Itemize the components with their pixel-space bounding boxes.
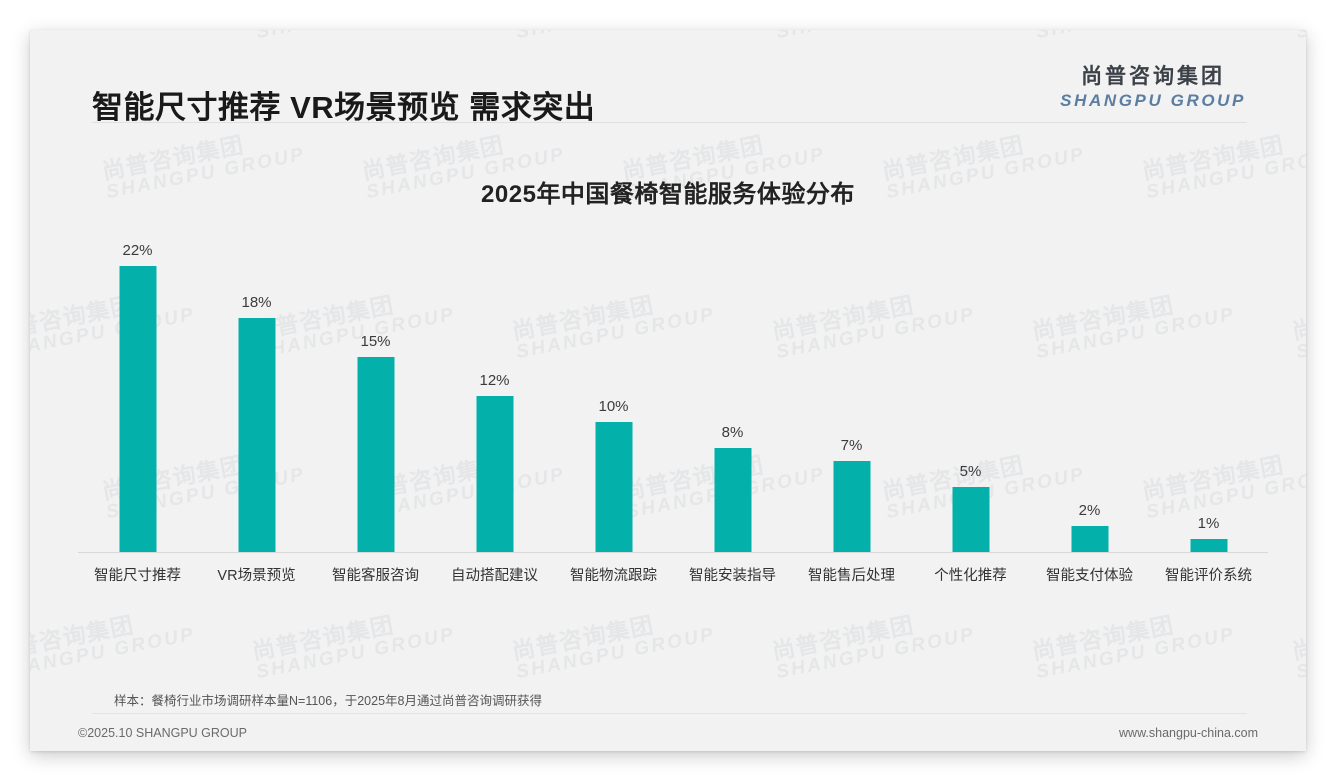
bar-slot: 18% xyxy=(197,240,316,552)
bar[interactable] xyxy=(238,318,275,552)
bar-slot: 15% xyxy=(316,240,435,552)
x-axis-tick-label: 智能尺寸推荐 xyxy=(94,568,181,584)
bar-wrap: 1% xyxy=(1149,240,1268,552)
x-axis-tick-label: 智能安装指导 xyxy=(689,568,776,584)
bar[interactable] xyxy=(476,396,513,552)
x-axis-tick-label: VR场景预览 xyxy=(217,568,296,584)
category-slot: 智能售后处理 xyxy=(792,30,911,630)
x-axis-tick-label: 智能支付体验 xyxy=(1046,568,1133,584)
bar[interactable] xyxy=(119,266,156,552)
brand-logo-en: SHANGPU GROUP xyxy=(1060,91,1246,110)
slide-canvas: 尚普咨询集团 SHANGPU GROUP 尚普咨询集团 SHANGPU GROUP 尚普… xyxy=(30,30,1306,751)
bar[interactable] xyxy=(1071,526,1108,552)
slide-header: 智能尺寸推荐 VR场景预览 需求突出 尚普咨询集团 SHANGPU GROUP xyxy=(30,30,1306,125)
bar-wrap: 5% xyxy=(911,240,1030,552)
bar-slot: 2% xyxy=(1030,240,1149,552)
header-divider xyxy=(92,122,1247,123)
x-axis-tick-label: 自动搭配建议 xyxy=(451,568,538,584)
bar-value-label: 22% xyxy=(122,242,153,259)
brand-logo: 尚普咨询集团 SHANGPU GROUP xyxy=(1060,66,1246,109)
bar-wrap: 12% xyxy=(435,240,554,552)
x-axis-line xyxy=(78,552,1268,553)
bar[interactable] xyxy=(714,448,751,552)
bar[interactable] xyxy=(1190,539,1227,552)
bar[interactable] xyxy=(357,357,394,552)
footer-divider xyxy=(92,713,1247,714)
x-axis-categories: 智能尺寸推荐 VR场景预览 智能客服咨询 自动搭配建议 智能物流跟踪 智能安装指导 智能售后… xyxy=(78,30,1268,630)
bar-wrap: 8% xyxy=(673,240,792,552)
bar-value-label: 1% xyxy=(1197,515,1220,532)
bar-value-label: 7% xyxy=(840,437,863,454)
chart-area: 2025年中国餐椅智能服务体验分布 22% 18% 15% 12% 10% 8% 7% 5% 2… xyxy=(30,30,1306,751)
x-axis-tick-label: 智能物流跟踪 xyxy=(570,568,657,584)
bar-slot: 8% xyxy=(673,240,792,552)
bar-slot: 12% xyxy=(435,240,554,552)
bar-value-label: 12% xyxy=(479,372,510,389)
x-axis-tick-label: 智能客服咨询 xyxy=(332,568,419,584)
brand-logo-cn: 尚普咨询集团 xyxy=(1081,65,1226,88)
bar[interactable] xyxy=(833,461,870,552)
bar-chart-plot: 22% 18% 15% 12% 10% 8% 7% 5% 2% 1% xyxy=(78,240,1268,552)
bar-slot: 5% xyxy=(911,240,1030,552)
bar-slot: 7% xyxy=(792,240,911,552)
category-slot: 智能物流跟踪 xyxy=(554,30,673,630)
bar-slot: 22% xyxy=(78,240,197,552)
bar-wrap: 22% xyxy=(78,240,197,552)
category-slot: 智能支付体验 xyxy=(1030,30,1149,630)
bar-value-label: 5% xyxy=(959,463,982,480)
source-note-box: 样本：餐椅行业市场调研样本量N=1106，于2025年8月通过尚普咨询调研获得 xyxy=(92,678,612,720)
x-axis-tick-label: 智能售后处理 xyxy=(808,568,895,584)
bar-wrap: 10% xyxy=(554,240,673,552)
bar-value-label: 18% xyxy=(241,294,272,311)
bar-wrap: 15% xyxy=(316,240,435,552)
category-slot: VR场景预览 xyxy=(197,30,316,630)
bar[interactable] xyxy=(952,487,989,552)
bar-wrap: 7% xyxy=(792,240,911,552)
chart-title: 2025年中国餐椅智能服务体验分布 xyxy=(481,181,855,208)
x-axis-tick-label: 个性化推荐 xyxy=(934,568,1007,584)
category-slot: 个性化推荐 xyxy=(911,30,1030,630)
source-note: 样本：餐椅行业市场调研样本量N=1106，于2025年8月通过尚普咨询调研获得 xyxy=(114,694,542,708)
category-slot: 智能安装指导 xyxy=(673,30,792,630)
bar-value-label: 2% xyxy=(1078,502,1101,519)
category-slot: 智能客服咨询 xyxy=(316,30,435,630)
bar-value-label: 8% xyxy=(721,424,744,441)
category-slot: 智能尺寸推荐 xyxy=(78,30,197,630)
footer-website[interactable]: www.shangpu-china.com xyxy=(1119,726,1258,740)
page-title: 智能尺寸推荐 VR场景预览 需求突出 xyxy=(92,90,596,125)
bar-wrap: 2% xyxy=(1030,240,1149,552)
footer-copyright: ©2025.10 SHANGPU GROUP xyxy=(78,726,247,740)
category-slot: 智能评价系统 xyxy=(1149,30,1268,630)
bar[interactable] xyxy=(595,422,632,552)
bar-value-label: 10% xyxy=(598,398,629,415)
bar-value-label: 15% xyxy=(360,333,391,350)
slide-footer: ©2025.10 SHANGPU GROUP www.shangpu-china… xyxy=(30,718,1306,751)
bar-slot: 10% xyxy=(554,240,673,552)
category-slot: 自动搭配建议 xyxy=(435,30,554,630)
bar-slot: 1% xyxy=(1149,240,1268,552)
bar-wrap: 18% xyxy=(197,240,316,552)
x-axis-tick-label: 智能评价系统 xyxy=(1165,568,1252,584)
